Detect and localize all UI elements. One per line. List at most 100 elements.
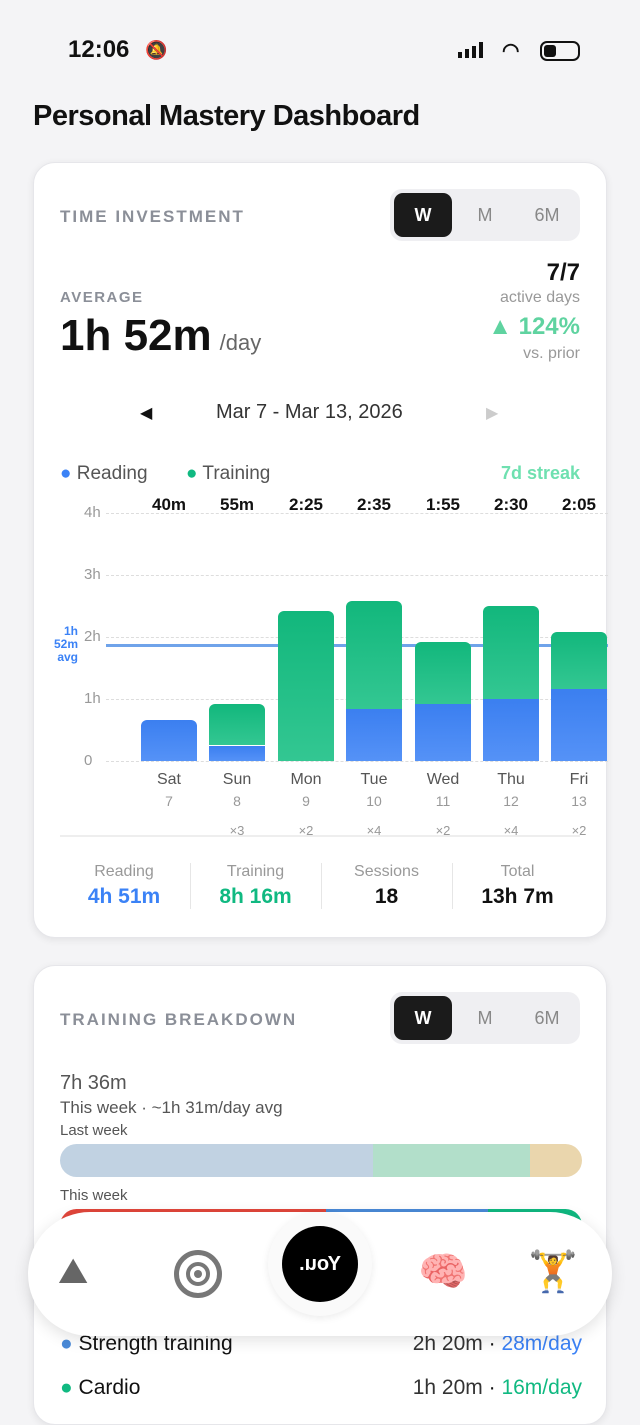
summary-reading: Reading 4h 51m: [87, 863, 161, 908]
bar-reading: [209, 745, 265, 761]
active-days: 7/7: [546, 259, 580, 286]
time-chart: 0 1h 2h 3h 4h 1h 52m avg 40m Sat 7 55m Sun 8 ×3 2:25 M…: [34, 483, 608, 843]
bar-reading: [141, 719, 197, 761]
mountains-icon[interactable]: ⛰: [58, 1250, 89, 1291]
summary-row: Reading 4h 51m Training 8h 16m Sessions 18 …: [59, 863, 583, 915]
page-title: Personal Mastery Dashboard: [33, 100, 420, 132]
session-count: ×2: [571, 823, 587, 838]
legend-reading: Reading: [76, 463, 148, 484]
day-date: 12: [503, 793, 519, 809]
last-week-bar: [60, 1144, 582, 1177]
active-days-label: active days: [499, 289, 580, 306]
average-value: 1h 52m: [60, 311, 212, 360]
this-week-label: This week: [60, 1187, 128, 1204]
weightlifter-icon[interactable]: 🏋: [528, 1250, 578, 1294]
y-tick-label: 0: [84, 752, 93, 769]
period-m[interactable]: M: [477, 1008, 493, 1028]
session-count: ×4: [503, 823, 519, 838]
section-title: TRAINING BREAKDOWN: [60, 1010, 298, 1029]
signal-icon: [458, 42, 483, 58]
period-w[interactable]: W: [394, 193, 452, 237]
bar-training: [278, 611, 334, 761]
day-date: 10: [366, 793, 382, 809]
summary-training: Training 8h 16m: [190, 863, 320, 909]
bar-reading: [415, 704, 471, 761]
day-date: 13: [571, 793, 587, 809]
day-label: Wed: [426, 771, 460, 788]
grid-line: [106, 761, 608, 762]
summary-total: Total 13h 7m: [452, 863, 582, 909]
day-date: 7: [165, 793, 173, 809]
period-m[interactable]: M: [477, 205, 493, 225]
session-count: ×2: [435, 823, 451, 838]
battery-icon: [540, 41, 580, 61]
average-row: 1h 52m /day: [60, 311, 261, 361]
bar-total-label: 2:35: [356, 495, 392, 514]
bar-reading: [551, 688, 607, 761]
time-investment-card: TIME INVESTMENT W M 6M AVERAGE 1h 52m /d…: [33, 162, 608, 938]
bar-total-label: 2:30: [493, 495, 529, 514]
day-date: 9: [302, 793, 310, 809]
training-legend-dot: ●: [186, 463, 203, 484]
y-tick-label: 3h: [84, 566, 101, 583]
section-title: TIME INVESTMENT: [60, 207, 245, 226]
bar-reading: [483, 699, 539, 761]
period-w[interactable]: W: [394, 996, 452, 1040]
training-item-cardio[interactable]: ● Cardio 1h 20m · 16m/day: [60, 1376, 582, 1399]
session-count: ×4: [366, 823, 382, 838]
reading-legend-dot: ●: [60, 463, 77, 484]
brain-icon[interactable]: 🧠: [418, 1250, 468, 1294]
bar-total-label: 55m: [219, 495, 255, 514]
period-6m[interactable]: 6M: [534, 1008, 560, 1028]
average-label: AVERAGE: [60, 289, 144, 306]
bar-training: [483, 606, 539, 699]
day-date: 11: [435, 793, 451, 809]
you-button[interactable]: You.: [282, 1226, 358, 1302]
training-total: 7h 36m: [60, 1072, 127, 1094]
y-tick-label: 1h: [84, 690, 101, 707]
summary-sessions: Sessions 18: [321, 863, 451, 909]
change-value: 124%: [518, 313, 580, 340]
training-subtitle: This week · ~1h 31m/day avg: [60, 1098, 283, 1117]
bar-total-label: 1:55: [425, 495, 461, 514]
bar-training: [209, 704, 265, 746]
target-icon[interactable]: [174, 1250, 222, 1298]
average-unit: /day: [219, 330, 262, 355]
grid-line: [106, 575, 608, 576]
grid-line: [106, 513, 608, 514]
prev-week-button[interactable]: ◀: [140, 405, 153, 422]
day-label: Tue: [360, 771, 388, 788]
session-count: ×2: [298, 823, 314, 838]
bell-muted-icon: 🔕: [145, 40, 168, 60]
training-item-strength[interactable]: ● Strength training 2h 20m · 28m/day: [60, 1332, 582, 1355]
period-selector: W M 6M: [390, 189, 580, 241]
day-label: Fri: [569, 771, 589, 788]
average-label: 1h 52m avg: [53, 624, 78, 665]
period-selector: W M 6M: [390, 992, 580, 1044]
bar-total-label: 2:25: [288, 495, 324, 514]
period-6m[interactable]: 6M: [534, 205, 560, 225]
training-breakdown-card: TRAINING BREAKDOWN W M 6M 7h 36m This we…: [33, 965, 607, 1425]
streak-label: 7d streak: [500, 463, 580, 483]
wifi-icon: ◠: [502, 40, 520, 62]
day-date: 8: [233, 793, 241, 809]
legend-training: Training: [202, 463, 271, 484]
next-week-button[interactable]: ▶: [486, 405, 499, 422]
y-tick-label: 4h: [84, 504, 101, 521]
bar-training: [346, 600, 402, 710]
bar-training: [551, 631, 607, 689]
date-range: Mar 7 - Mar 13, 2026: [216, 401, 403, 423]
bar-training: [415, 642, 471, 705]
bar-total-label: 40m: [151, 495, 187, 514]
change-label: vs. prior: [523, 345, 580, 362]
y-tick-label: 2h: [84, 628, 101, 645]
bottom-nav: ⛰ You. 🧠 🏋: [28, 1212, 612, 1336]
last-week-label: Last week: [60, 1122, 128, 1139]
day-label: Sun: [222, 771, 252, 788]
bar-total-label: 2:05: [561, 495, 597, 514]
status-time: 12:06: [68, 36, 130, 63]
day-label: Thu: [497, 771, 525, 788]
bar-reading: [346, 709, 402, 761]
day-label: Sat: [156, 771, 181, 788]
session-count: ×3: [229, 823, 245, 838]
